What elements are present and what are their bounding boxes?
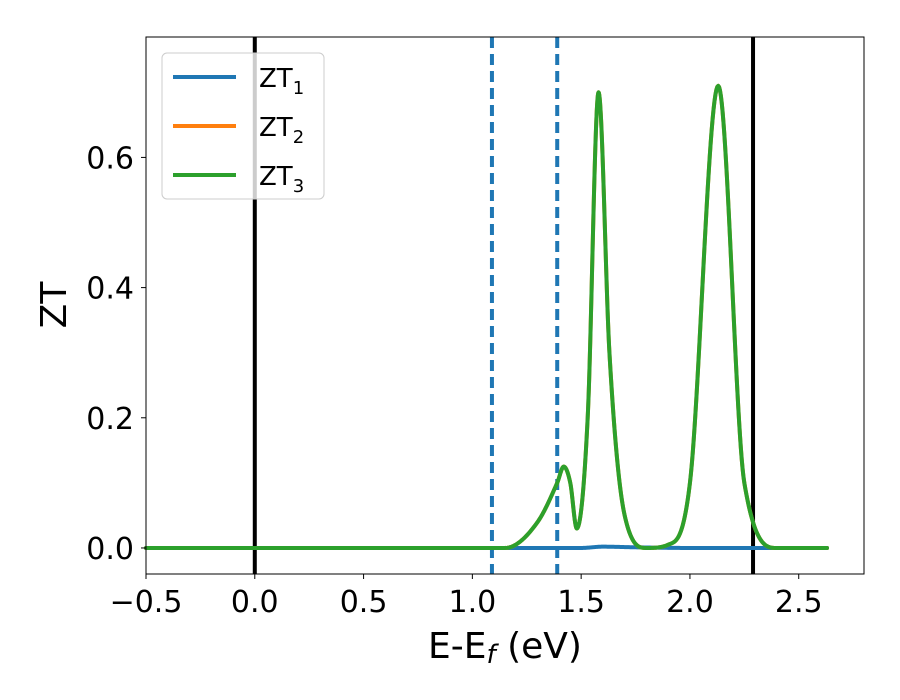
y-axis-ticks: 0.0 0.2 0.4 0.6 [86, 141, 146, 567]
x-tick-label: 0.0 [231, 585, 279, 620]
legend-label: ZT2 [259, 113, 304, 148]
legend: ZT1 ZT2 ZT3 [161, 52, 325, 200]
x-tick-label: −0.5 [110, 585, 183, 620]
y-tick-label: 0.2 [86, 402, 134, 437]
y-axis-label: ZT [34, 281, 75, 329]
y-tick-label: 0.4 [86, 272, 134, 307]
x-axis-ticks: −0.5 0.0 0.5 1.0 1.5 2.0 2.5 [110, 574, 823, 620]
x-tick-label: 1.0 [449, 585, 497, 620]
x-tick-label: 2.0 [666, 585, 714, 620]
x-tick-label: 0.5 [340, 585, 388, 620]
x-tick-label: 2.5 [775, 585, 823, 620]
legend-frame [161, 52, 325, 200]
x-tick-label: 1.5 [557, 585, 605, 620]
y-tick-label: 0.0 [86, 532, 134, 567]
x-axis-label: E-Ef (eV) [428, 626, 582, 670]
plot-frame [145, 36, 865, 575]
y-tick-label: 0.6 [86, 141, 134, 176]
legend-label: ZT3 [259, 162, 304, 197]
series-line-zt3 [144, 83, 830, 550]
legend-label: ZT1 [259, 64, 304, 99]
series-lines [144, 83, 830, 550]
